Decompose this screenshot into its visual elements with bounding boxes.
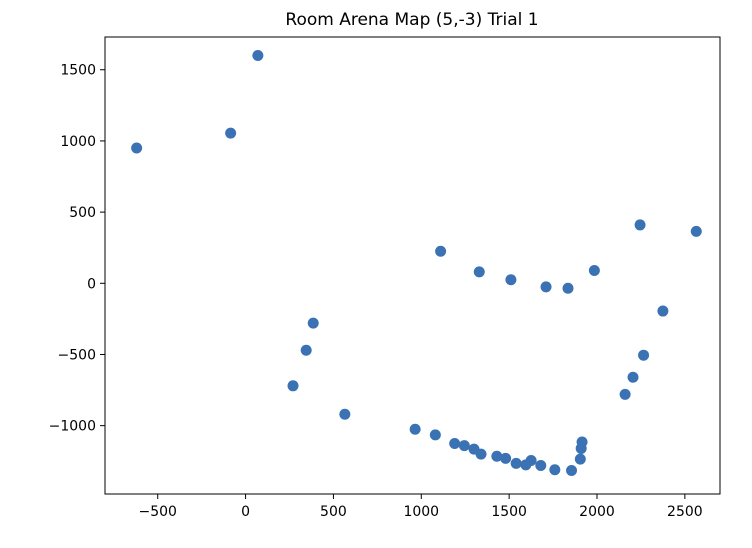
- data-point: [574, 453, 586, 465]
- data-point: [307, 317, 319, 329]
- x-tick-label: 1500: [491, 504, 527, 520]
- data-point: [535, 460, 547, 472]
- data-point: [525, 455, 537, 467]
- x-tick-label: 1000: [403, 504, 439, 520]
- points-layer: [131, 50, 702, 477]
- data-point: [576, 436, 588, 448]
- data-point: [638, 349, 650, 361]
- data-point: [505, 274, 517, 286]
- x-tick-label: 0: [241, 504, 250, 520]
- axes-layer: −500 0 500 1000 1500 2000 2500 −1000 −500 0 500 100…: [49, 36, 721, 520]
- data-point: [634, 219, 646, 231]
- data-point: [287, 380, 299, 392]
- y-tick-label: 0: [87, 276, 96, 292]
- data-point: [475, 448, 487, 460]
- chart-title: Room Arena Map (5,-3) Trial 1: [285, 10, 538, 30]
- data-point: [657, 305, 669, 317]
- y-tick-label: 500: [69, 205, 96, 221]
- data-point: [627, 371, 639, 383]
- y-tick-label: −500: [58, 347, 96, 363]
- data-point: [549, 464, 561, 476]
- y-tick-label: 1500: [60, 63, 96, 79]
- data-point: [300, 344, 312, 356]
- x-tick-label: −500: [138, 504, 176, 520]
- data-point: [588, 264, 600, 276]
- data-point: [566, 465, 578, 477]
- data-point: [500, 452, 512, 464]
- data-point: [619, 388, 631, 400]
- data-point: [510, 457, 522, 469]
- y-tick-label: −1000: [49, 419, 96, 435]
- data-point: [435, 245, 447, 257]
- data-point: [131, 142, 143, 154]
- data-point: [491, 450, 503, 462]
- data-point: [429, 429, 441, 441]
- data-point: [690, 225, 702, 237]
- data-point: [540, 281, 552, 293]
- data-point: [225, 127, 237, 139]
- data-point: [473, 266, 485, 278]
- plot-frame: [104, 36, 721, 495]
- y-tick-label: 1000: [60, 134, 96, 150]
- x-tick-label: 500: [320, 504, 347, 520]
- data-point: [449, 437, 461, 449]
- data-point: [562, 282, 574, 294]
- x-tick-label: 2500: [667, 504, 703, 520]
- data-point: [252, 50, 264, 62]
- x-tick-label: 2000: [579, 504, 615, 520]
- data-point: [409, 423, 421, 435]
- data-point: [458, 440, 470, 452]
- data-point: [339, 408, 351, 420]
